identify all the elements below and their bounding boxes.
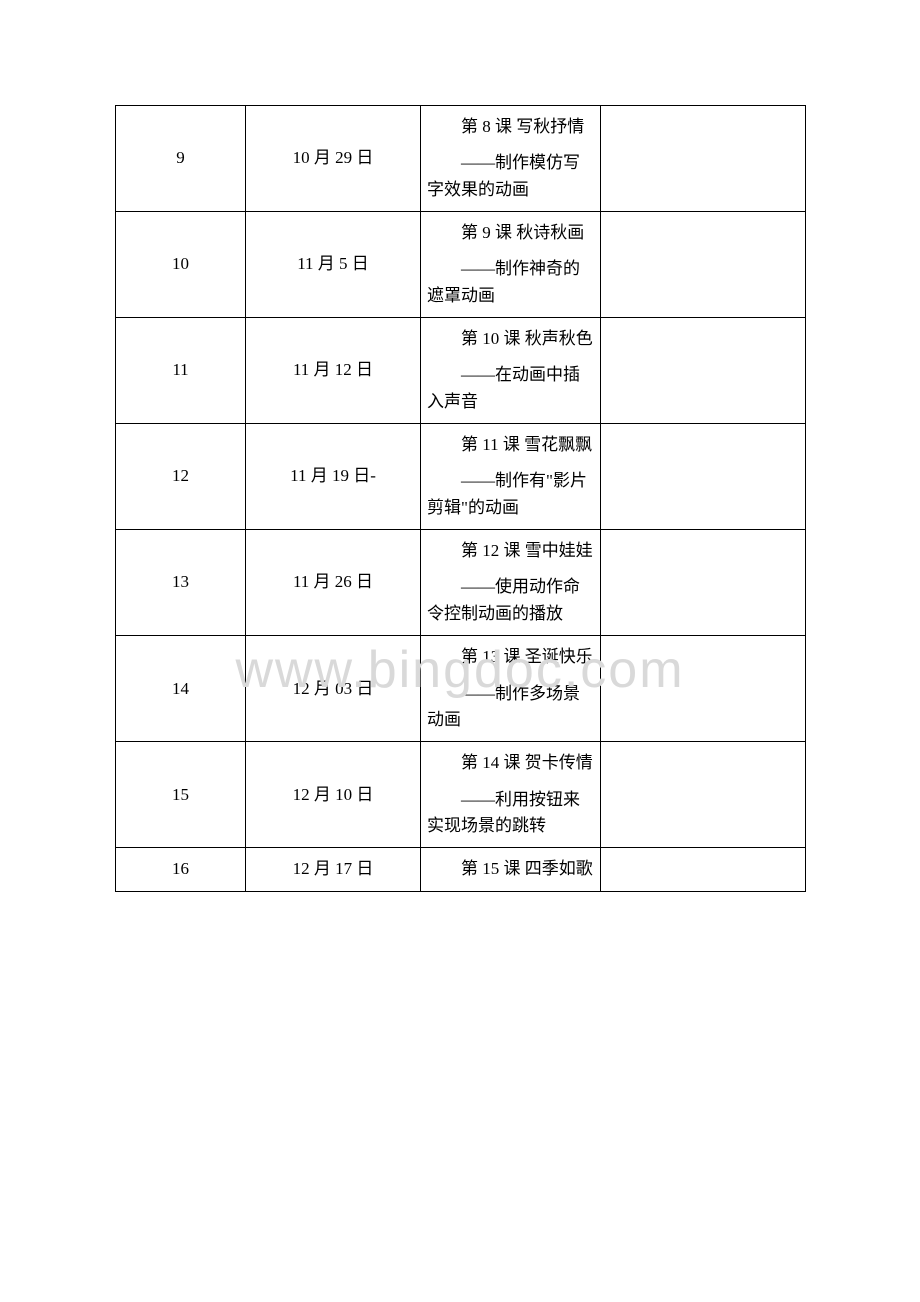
table-row: 9 10 月 29 日 第 8 课 写秋抒情 ——制作模仿写字效果的动画 [116,106,806,212]
row-content: 第 15 课 四季如歌 [421,848,601,891]
lesson-desc: ——制作神奇的遮罩动画 [427,256,594,309]
table-row: 10 11 月 5 日 第 9 课 秋诗秋画 ——制作神奇的遮罩动画 [116,212,806,318]
row-number: 13 [116,530,246,636]
table-row: 13 11 月 26 日 第 12 课 雪中娃娃 ——使用动作命令控制动画的播放 [116,530,806,636]
row-note [601,212,806,318]
lesson-title: 第 14 课 贺卡传情 [427,750,594,776]
row-note [601,742,806,848]
row-number: 16 [116,848,246,891]
row-note [601,424,806,530]
row-date: 12 月 03 日 [246,636,421,742]
row-note [601,636,806,742]
row-note [601,106,806,212]
row-note [601,530,806,636]
row-content: 第 13 课 圣诞快乐 ——制作多场景动画 [421,636,601,742]
table-row: 11 11 月 12 日 第 10 课 秋声秋色 ——在动画中插入声音 [116,318,806,424]
row-content: 第 11 课 雪花飘飘 ——制作有"影片剪辑"的动画 [421,424,601,530]
lesson-desc: ——利用按钮来实现场景的跳转 [427,787,594,840]
row-content: 第 9 课 秋诗秋画 ——制作神奇的遮罩动画 [421,212,601,318]
row-content: 第 10 课 秋声秋色 ——在动画中插入声音 [421,318,601,424]
row-content: 第 12 课 雪中娃娃 ——使用动作命令控制动画的播放 [421,530,601,636]
table-row: 14 12 月 03 日 第 13 课 圣诞快乐 ——制作多场景动画 [116,636,806,742]
lesson-title: 第 10 课 秋声秋色 [427,326,594,352]
lesson-title: 第 13 课 圣诞快乐 [427,644,594,670]
table-body: 9 10 月 29 日 第 8 课 写秋抒情 ——制作模仿写字效果的动画 10 … [116,106,806,892]
row-number: 11 [116,318,246,424]
row-number: 9 [116,106,246,212]
lesson-desc: ——使用动作命令控制动画的播放 [427,574,594,627]
lesson-desc: ——在动画中插入声音 [427,362,594,415]
row-date: 12 月 10 日 [246,742,421,848]
row-note [601,848,806,891]
row-date: 11 月 5 日 [246,212,421,318]
lesson-desc: ——制作多场景动画 [427,681,594,734]
table-row: 12 11 月 19 日- 第 11 课 雪花飘飘 ——制作有"影片剪辑"的动画 [116,424,806,530]
lesson-desc: ——制作有"影片剪辑"的动画 [427,468,594,521]
row-number: 15 [116,742,246,848]
row-note [601,318,806,424]
row-date: 12 月 17 日 [246,848,421,891]
lesson-title: 第 11 课 雪花飘飘 [427,432,594,458]
row-content: 第 8 课 写秋抒情 ——制作模仿写字效果的动画 [421,106,601,212]
row-number: 12 [116,424,246,530]
row-date: 11 月 12 日 [246,318,421,424]
lesson-title: 第 9 课 秋诗秋画 [427,220,594,246]
table-row: 15 12 月 10 日 第 14 课 贺卡传情 ——利用按钮来实现场景的跳转 [116,742,806,848]
lesson-title: 第 8 课 写秋抒情 [427,114,594,140]
table-row: 16 12 月 17 日 第 15 课 四季如歌 [116,848,806,891]
schedule-table: 9 10 月 29 日 第 8 课 写秋抒情 ——制作模仿写字效果的动画 10 … [115,105,806,892]
lesson-desc: ——制作模仿写字效果的动画 [427,150,594,203]
lesson-title: 第 12 课 雪中娃娃 [427,538,594,564]
row-number: 10 [116,212,246,318]
row-date: 10 月 29 日 [246,106,421,212]
row-date: 11 月 26 日 [246,530,421,636]
row-number: 14 [116,636,246,742]
row-content: 第 14 课 贺卡传情 ——利用按钮来实现场景的跳转 [421,742,601,848]
lesson-title: 第 15 课 四季如歌 [427,856,594,882]
row-date: 11 月 19 日- [246,424,421,530]
